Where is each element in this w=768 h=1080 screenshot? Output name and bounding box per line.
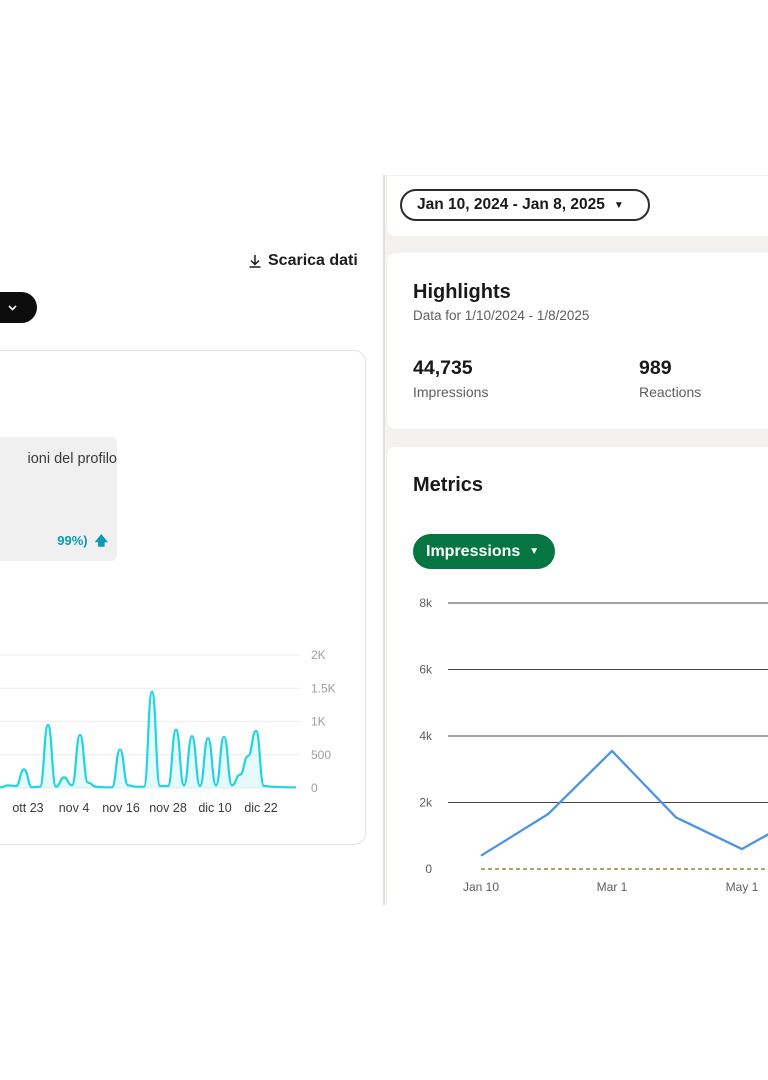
date-range-card [387, 176, 768, 236]
date-range-label: Jan 10, 2024 - Jan 8, 2025 [417, 196, 605, 213]
caret-down-icon: ▼ [529, 546, 540, 557]
series-line [0, 690, 296, 789]
impressions-label: Impressions [413, 384, 489, 400]
y-tick-label: 0 [425, 862, 432, 876]
x-tick-label: dic 10 [198, 801, 231, 815]
x-tick-label: nov 28 [149, 801, 187, 815]
x-tick-label: nov 16 [102, 801, 140, 815]
metric-change: 99%) 🡅 [0, 532, 108, 554]
x-tick-label: dic 22 [244, 801, 277, 815]
arrow-up-icon: 🡅 [94, 533, 108, 548]
download-label: Scarica dati [268, 252, 358, 269]
y-tick-label: 0 [311, 781, 318, 795]
metric-change-value: 99%) [57, 533, 88, 548]
impressions-chart: 8k 6k 4k 2k 0 Jan 10 Mar 1 May 1 [419, 596, 768, 894]
metrics-title: Metrics [413, 474, 484, 496]
y-tick-label: 500 [311, 748, 331, 762]
x-tick-label: ott 23 [12, 801, 43, 815]
x-tick-label: Mar 1 [597, 880, 628, 894]
x-tick-label: Jan 10 [463, 880, 499, 894]
impressions-dropdown[interactable]: Impressions ▼ [413, 534, 555, 569]
profile-views-chart: 2K 1.5K 1K 500 0 ott 23 nov 4 nov 16 nov 28 dic 1… [0, 648, 336, 815]
y-tick-label: 6k [419, 663, 433, 677]
metric-summary-box[interactable] [0, 437, 117, 561]
y-tick-label: 4k [419, 729, 433, 743]
date-range-button[interactable]: Jan 10, 2024 - Jan 8, 2025 ▼ [400, 189, 650, 221]
profile-analytics-panel: Scarica dati ioni del profilo 99%) 🡅 2K 1.… [0, 0, 380, 1080]
highlights-card [387, 253, 768, 429]
x-tick-label: May 1 [726, 880, 759, 894]
reactions-label: Reactions [639, 384, 702, 400]
chevron-down-icon [8, 305, 17, 311]
metrics-card [387, 447, 768, 917]
y-tick-label: 2K [311, 648, 326, 662]
panel-divider [383, 175, 385, 905]
profile-views-card [0, 350, 366, 845]
period-dropdown[interactable] [0, 292, 37, 323]
y-tick-label: 8k [419, 596, 433, 610]
highlights-title: Highlights [413, 281, 511, 303]
metric-title: ioni del profilo [27, 451, 117, 467]
y-tick-label: 1K [311, 715, 326, 729]
x-tick-label: nov 4 [59, 801, 90, 815]
caret-down-icon: ▼ [613, 199, 624, 211]
download-icon [249, 255, 261, 268]
impressions-series-line [480, 749, 768, 857]
reactions-value: 989 [639, 357, 672, 379]
y-tick-label: 2k [419, 796, 433, 810]
impressions-value: 44,735 [413, 357, 473, 379]
highlights-subtitle: Data for 1/10/2024 - 1/8/2025 [413, 308, 590, 323]
impressions-dropdown-label: Impressions [426, 542, 521, 560]
y-tick-label: 1.5K [311, 681, 336, 695]
download-data-button[interactable]: Scarica dati [248, 252, 358, 270]
